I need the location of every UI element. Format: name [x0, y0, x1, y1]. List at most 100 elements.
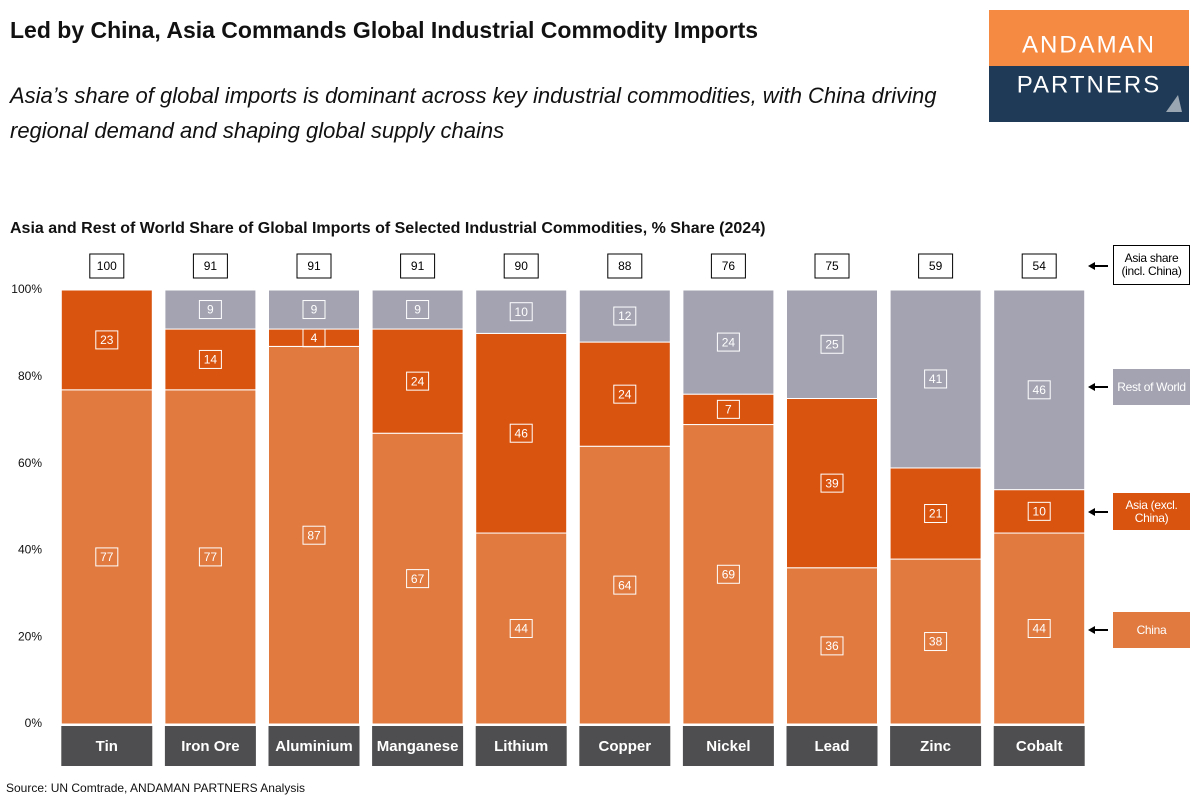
bar-segment: [889, 558, 982, 725]
value-label: 69: [722, 567, 736, 581]
bar-segment: [475, 289, 568, 334]
bar-segment: [682, 393, 775, 426]
y-tick-label: 40%: [18, 543, 42, 557]
value-label-box: [95, 330, 119, 350]
value-label-box: [613, 306, 637, 326]
value-label-box: [613, 575, 637, 595]
value-label: 67: [411, 572, 425, 586]
value-label: 36: [825, 639, 839, 653]
bar-segment: [475, 532, 568, 725]
bar-segment: [682, 424, 775, 725]
x-tick-label: Lead: [814, 738, 849, 755]
value-label: 87: [307, 528, 321, 542]
x-tick-label: Nickel: [706, 738, 750, 755]
value-label: 14: [204, 353, 218, 367]
value-label-box: [1027, 619, 1051, 639]
value-label: 4: [311, 331, 318, 345]
value-label: 10: [1033, 505, 1047, 519]
category-strip: [61, 726, 153, 766]
category-strip: [890, 726, 982, 766]
value-label: 24: [722, 335, 736, 349]
bar-segment: [475, 332, 568, 534]
logo-bottom: [989, 66, 1189, 122]
value-label: 46: [1033, 383, 1047, 397]
total-label: 91: [204, 259, 218, 273]
value-label-box: [198, 300, 222, 320]
bar-segment: [371, 289, 464, 330]
bar-segment: [682, 289, 775, 395]
total-box: [296, 253, 332, 279]
value-label-box: [716, 564, 740, 584]
value-label: 46: [515, 426, 529, 440]
category-strip: [786, 726, 878, 766]
value-label-box: [198, 349, 222, 369]
value-label-box: [406, 569, 430, 589]
value-label: 24: [618, 387, 632, 401]
value-label: 44: [1033, 622, 1047, 636]
category-strip: [475, 726, 567, 766]
category-strip: [164, 726, 256, 766]
value-label: 21: [929, 507, 943, 521]
value-label: 24: [411, 374, 425, 388]
total-box: [607, 253, 643, 279]
value-label-box: [509, 423, 533, 443]
x-tick-label: Iron Ore: [181, 738, 239, 755]
bar-segment: [889, 289, 982, 469]
total-label: 100: [97, 259, 117, 273]
category-strip: [682, 726, 774, 766]
value-label: 25: [825, 337, 839, 351]
value-label: 77: [204, 550, 218, 564]
bar-segment: [60, 389, 153, 725]
category-strip: [268, 726, 360, 766]
value-label: 38: [929, 635, 943, 649]
value-label-box: [613, 384, 637, 404]
x-tick-label: Tin: [96, 738, 118, 755]
bar-segment: [993, 289, 1086, 491]
total-label: 54: [1033, 259, 1047, 273]
value-label-box: [302, 525, 326, 545]
value-label-box: [716, 399, 740, 419]
total-box: [814, 253, 850, 279]
total-label: 88: [618, 259, 632, 273]
value-label-box: [198, 547, 222, 567]
y-tick-label: 60%: [18, 456, 42, 470]
bar-segment: [268, 345, 360, 725]
y-tick-label: 0%: [25, 716, 43, 730]
value-label: 7: [725, 403, 732, 417]
total-box: [503, 253, 539, 279]
legend-entry: Asia (excl. China): [1113, 493, 1190, 530]
total-box: [400, 253, 436, 279]
legend-arrowhead: [1088, 508, 1095, 516]
total-label: 91: [411, 259, 425, 273]
legend-arrowhead: [1088, 626, 1095, 634]
total-box: [1021, 253, 1057, 279]
x-tick-label: Aluminium: [275, 738, 353, 755]
x-tick-label: Manganese: [377, 738, 459, 755]
value-label-box: [924, 504, 948, 524]
total-label: 75: [825, 259, 839, 273]
legend-entry: China: [1113, 612, 1190, 648]
category-strip: [579, 726, 671, 766]
total-label: 90: [515, 259, 529, 273]
value-label: 9: [207, 303, 214, 317]
bar-segment: [578, 445, 671, 725]
subtitle: Asia’s share of global imports is domina…: [10, 83, 937, 143]
bar-segment: [993, 489, 1086, 534]
value-label-box: [509, 619, 533, 639]
value-label: 77: [100, 550, 114, 564]
category-strip: [372, 726, 464, 766]
total-label: 59: [929, 259, 943, 273]
bar-segment: [60, 289, 153, 391]
bar-segment: [268, 289, 360, 330]
total-box: [192, 253, 228, 279]
x-tick-label: Lithium: [494, 738, 548, 755]
value-label-box: [1027, 501, 1051, 521]
y-tick-label: 100%: [11, 282, 42, 296]
logo-text: PARTNERS: [1017, 71, 1161, 98]
bar-segment: [164, 289, 257, 330]
bar-segment: [371, 432, 464, 725]
value-label-box: [1027, 380, 1051, 400]
total-box: [918, 253, 954, 279]
total-label: 91: [307, 259, 321, 273]
